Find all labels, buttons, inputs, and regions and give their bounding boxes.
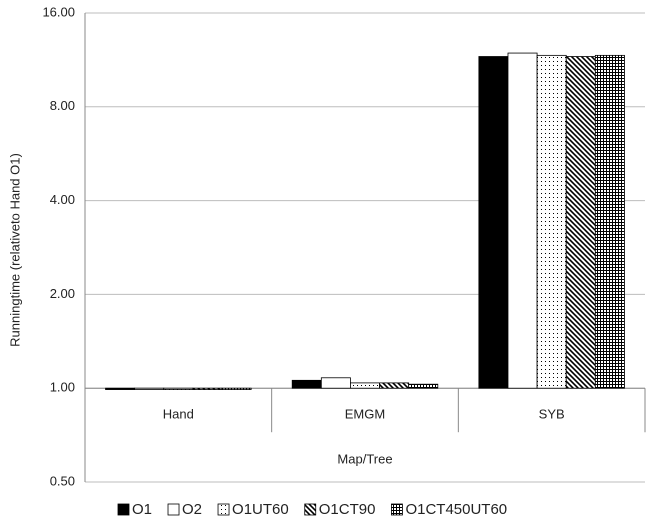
bar [221,387,252,390]
legend-swatch [304,503,317,516]
y-axis-title: Runningtime (relativeto Hand O1) [7,153,22,347]
y-tick-label: 0.50 [50,473,75,488]
legend-swatch [167,503,180,516]
bar [565,56,596,389]
bar [163,387,194,390]
legend-swatch [117,503,130,516]
bar [379,382,410,389]
bar [478,56,509,389]
x-tick-label: SYB [539,407,565,422]
legend-label: O1 [132,501,152,518]
bar [350,382,380,389]
bar [105,387,136,390]
legend-swatch [391,503,403,516]
y-tick-label: 2.00 [50,286,75,301]
y-tick-label: 1.00 [50,380,75,395]
bar [192,387,223,390]
bar [320,377,351,389]
bar [507,52,538,389]
legend-label: O2 [182,501,202,518]
bar [291,379,322,389]
bar [536,54,567,389]
y-tick-label: 16.00 [42,4,75,19]
legend-label: O1CT450UT60 [405,501,507,518]
x-tick-label: Hand [163,407,194,422]
y-tick-label: 8.00 [50,98,75,113]
x-axis-title: Map/Tree [337,451,392,466]
bar [594,54,625,389]
bar [408,383,439,389]
legend-swatch [217,503,230,516]
legend-label: O1CT90 [319,501,376,518]
bar [134,387,165,390]
x-tick-label: EMGM [345,407,385,422]
y-tick-label: 4.00 [50,192,75,207]
legend-label: O1UT60 [232,501,289,518]
